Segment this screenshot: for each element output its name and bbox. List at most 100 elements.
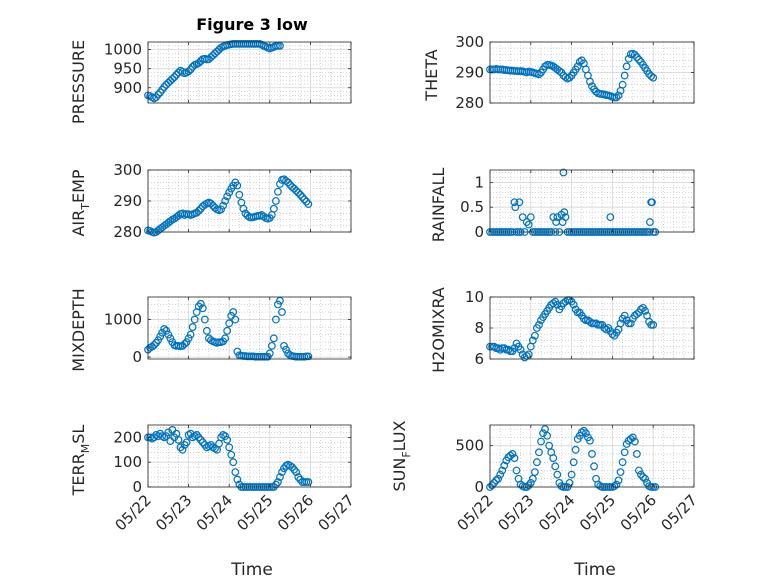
sun-point — [579, 426, 588, 435]
terr-xtick-label: 05/23 — [152, 491, 195, 534]
theta-point — [647, 72, 656, 81]
h2o-point — [524, 350, 533, 359]
terr-point — [225, 443, 234, 452]
pressure-point — [170, 73, 179, 81]
terr-point — [288, 463, 297, 472]
sun-point — [498, 466, 507, 475]
rainfall-point — [606, 213, 615, 222]
mixdepth-axes-box — [147, 296, 352, 360]
mixdepth-point — [229, 308, 238, 316]
ylabel-sun-a: SUN — [390, 458, 409, 492]
sun-point — [630, 437, 639, 446]
terr-point — [294, 473, 303, 481]
mixdepth-ytick-label: 0 — [132, 348, 142, 366]
ylabel-terr-sub: M — [79, 444, 92, 454]
theta-point — [586, 77, 594, 86]
theta-ytick-label: 300 — [455, 33, 484, 51]
mixdepth-point — [276, 296, 284, 305]
sun-point — [512, 466, 521, 475]
h2o-point — [490, 342, 498, 351]
airtemp-point — [166, 217, 175, 226]
terr-point — [176, 443, 185, 452]
ylabel-terr-b: SL — [69, 425, 88, 444]
pressure-axes-box — [147, 41, 352, 104]
ylabel-theta: THETA — [422, 49, 441, 101]
sun-point — [588, 450, 596, 458]
sun-point — [553, 470, 562, 479]
sun-point — [620, 448, 629, 457]
rainfall-point — [515, 198, 524, 207]
terr-point — [162, 432, 171, 441]
terr-xtick-label: 05/22 — [112, 491, 155, 534]
mixdepth-point — [198, 304, 207, 313]
h2o-point — [641, 307, 649, 315]
pressure-point — [154, 90, 163, 99]
terr-point — [233, 475, 242, 484]
plot-theta: 280 290 300 — [455, 33, 695, 112]
terr-point — [164, 428, 173, 437]
sun-point — [612, 480, 621, 489]
sun-point — [632, 450, 641, 458]
sun-point — [571, 445, 580, 454]
terr-point — [278, 468, 286, 477]
airtemp-point — [225, 188, 234, 197]
mixdepth-point — [180, 340, 189, 348]
sun-point — [610, 482, 619, 491]
sun-xtick-label: 05/26 — [617, 491, 660, 534]
terr-ytick-label: 0 — [132, 478, 142, 496]
mixdepth-point — [280, 341, 288, 350]
xlabel-left: Time — [230, 560, 273, 580]
sun-point — [626, 435, 635, 443]
h2o-point — [602, 325, 611, 334]
terr-point — [194, 433, 203, 442]
mixdepth-ytick-label: 1000 — [104, 311, 142, 329]
rainfall-ytick-label: 0 — [474, 223, 484, 241]
airtemp-point — [196, 204, 205, 213]
rainfall-ytick-label: 0.5 — [460, 198, 484, 216]
terr-point — [223, 435, 232, 444]
airtemp-point — [296, 190, 305, 199]
h2o-point — [616, 319, 625, 328]
airtemp-point — [235, 190, 244, 199]
terr-point — [271, 480, 280, 489]
sun-point — [492, 476, 501, 485]
airtemp-ytick-label: 290 — [113, 192, 142, 210]
terr-point — [227, 450, 236, 459]
terr-ytick-label: 100 — [113, 453, 142, 471]
terr-point — [174, 435, 183, 444]
pressure-point — [184, 67, 193, 76]
h2o-point — [649, 321, 658, 329]
rainfall-point — [526, 213, 535, 222]
ylabel-airtemp-sub: T — [79, 203, 92, 211]
sun-xtick-label: 05/25 — [576, 491, 619, 534]
airtemp-ytick-label: 280 — [113, 223, 142, 241]
terr-point — [231, 468, 240, 477]
mixdepth-point — [284, 349, 292, 358]
terr-point — [276, 473, 284, 481]
terr-point — [292, 468, 301, 477]
ylabel-sun: SUNFLUX — [390, 420, 413, 491]
airtemp-point — [284, 178, 292, 187]
theta-ytick-label: 290 — [455, 64, 484, 82]
ylabel-terr: TERRMSL — [69, 425, 92, 497]
theta-point — [590, 85, 598, 94]
mixdepth-point — [267, 341, 276, 350]
airtemp-point — [194, 207, 203, 215]
theta-point — [535, 70, 543, 79]
mixdepth-point — [182, 338, 191, 346]
pressure-point — [172, 70, 181, 79]
theta-point — [649, 73, 658, 82]
terr-point — [196, 435, 205, 444]
ylabel-terr-a: TERR — [69, 453, 88, 496]
rainfall-axes-box — [489, 169, 695, 233]
terr-xtick-label: 05/26 — [274, 491, 317, 534]
terr-ytick-label: 200 — [113, 428, 142, 446]
airtemp-point — [302, 197, 311, 206]
theta-ytick-label: 280 — [455, 94, 484, 112]
mixdepth-point — [164, 330, 173, 339]
sun-point — [524, 481, 533, 490]
mixdepth-point — [184, 334, 193, 343]
